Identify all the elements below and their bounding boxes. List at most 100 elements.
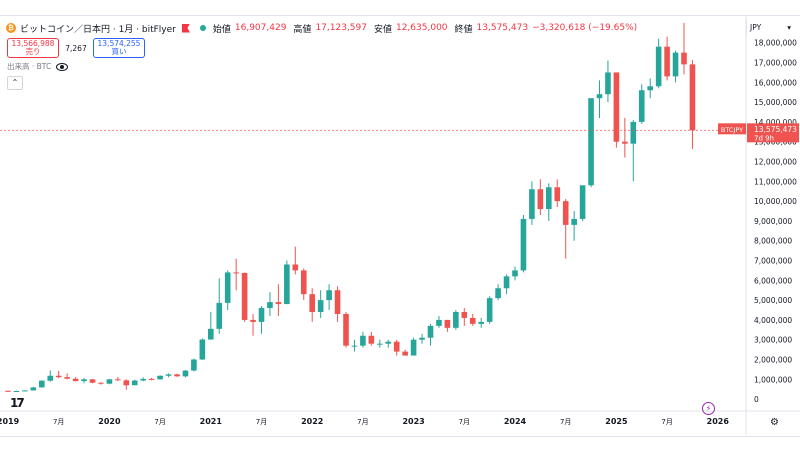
candle — [5, 390, 11, 392]
candle-body — [224, 272, 231, 303]
chart-frame — [0, 15, 800, 437]
candle — [385, 339, 392, 348]
time-axis[interactable]: 2019 7月 2020 7月 2021 7月 2022 7月 2023 7月 2024 7月 2025… — [0, 410, 800, 426]
x-tick-label: 2019 — [0, 417, 20, 426]
candle — [571, 211, 577, 241]
candle — [495, 284, 501, 301]
sell-button[interactable]: 13,566,988 売り — [7, 38, 59, 58]
candle — [427, 323, 434, 346]
candle-body — [469, 317, 476, 324]
candle-body — [427, 325, 434, 338]
candle-body — [444, 319, 451, 328]
candle-body — [284, 264, 290, 305]
candle-body — [123, 380, 130, 386]
y-tick-label: 1,000,000 — [754, 375, 792, 384]
candle — [165, 373, 172, 378]
candle — [562, 199, 569, 259]
candle-body — [55, 375, 62, 378]
lightning-icon[interactable]: ⚡ — [702, 402, 715, 415]
x-tick-label: 2025 — [605, 417, 628, 426]
candle — [486, 296, 493, 324]
high-value: 17,123,597 — [315, 23, 367, 33]
candle — [13, 390, 20, 393]
candle-body — [39, 380, 45, 388]
candle-body — [47, 375, 54, 381]
candle — [410, 337, 417, 356]
eye-icon[interactable] — [56, 62, 69, 71]
candle — [224, 270, 231, 311]
open-value: 16,907,429 — [234, 23, 287, 33]
candle — [588, 98, 594, 188]
x-tick-label: 2020 — [98, 417, 121, 426]
candle — [258, 306, 265, 334]
candle — [681, 22, 687, 75]
spread-value: 7,267 — [65, 43, 87, 53]
candle-body — [681, 52, 687, 65]
candle-body — [672, 52, 679, 77]
candle-body — [647, 86, 653, 91]
candle — [334, 286, 341, 322]
candle — [613, 72, 620, 148]
candle — [174, 373, 180, 377]
candlestick-chart[interactable]: 0 1,000,000 2,000,000 3,000,000 4,000,000 5,0… — [0, 15, 800, 435]
x-tick-label: 2022 — [301, 417, 323, 426]
candle-body — [546, 187, 552, 210]
tradingview-logo[interactable]: 17 — [10, 396, 25, 410]
candle-body — [326, 290, 332, 301]
candle — [98, 382, 104, 385]
candle-body — [495, 288, 501, 299]
candle-body — [377, 343, 383, 345]
candle — [275, 284, 282, 316]
candle-body — [529, 189, 535, 219]
legend-header: ₿ ビットコイン／日本円 · 1月 · bitFlyer 始値 16,907,4… — [6, 21, 637, 35]
buy-button[interactable]: 13,574,255 買い — [93, 38, 145, 58]
x-tick-label: 2023 — [402, 417, 424, 426]
candle — [22, 390, 28, 392]
candle-body — [165, 374, 172, 376]
candle — [672, 50, 679, 83]
y-tick-label: 7,000,000 — [754, 257, 792, 266]
candle — [326, 284, 332, 311]
y-tick-label: 17,000,000 — [754, 59, 797, 68]
candle — [368, 331, 375, 346]
y-tick-label: 2,000,000 — [754, 356, 792, 365]
y-tick-label: 9,000,000 — [754, 217, 792, 226]
price-axis[interactable]: 0 1,000,000 2,000,000 3,000,000 4,000,000 5,0… — [745, 15, 797, 435]
volume-indicator[interactable]: 出来高 · BTC — [7, 61, 69, 72]
candle — [191, 358, 197, 372]
y-tick-label: 8,000,000 — [754, 237, 792, 246]
candle-body — [360, 335, 366, 346]
y-tick-label: 18,000,000 — [754, 39, 797, 48]
candle-body — [419, 337, 425, 340]
sell-label: 売り — [25, 47, 41, 56]
candle-body — [334, 290, 341, 314]
close-label: 終値 — [454, 24, 473, 35]
candle-body — [453, 312, 459, 328]
collapse-legend-button[interactable]: ⌃ — [7, 76, 23, 90]
symbol-tag-label: BTCJPY — [721, 126, 743, 134]
candle — [402, 349, 408, 356]
currency-selector[interactable]: JPY ▾ — [746, 20, 794, 34]
candle-body — [368, 335, 375, 344]
candle-body — [571, 218, 577, 225]
candle-body — [131, 380, 138, 386]
candle — [689, 60, 696, 149]
x-tick-label: 7月 — [459, 418, 470, 426]
close-value: 13,575,473 — [476, 23, 529, 33]
flag-icon[interactable] — [181, 23, 190, 33]
candle — [596, 80, 603, 118]
candle-body — [182, 370, 189, 377]
settings-gear-icon[interactable]: ⚙ — [770, 417, 779, 428]
candle-body — [309, 294, 315, 312]
candle-body — [98, 382, 104, 384]
x-tick-label: 7月 — [560, 418, 571, 426]
candle-body — [241, 272, 248, 320]
candle — [655, 38, 662, 89]
y-tick-label: 6,000,000 — [754, 276, 792, 285]
candle-body — [292, 264, 299, 271]
candle-body — [106, 379, 113, 384]
candle-body — [588, 98, 594, 186]
candle — [503, 274, 510, 295]
candle-body — [402, 351, 408, 356]
symbol-title[interactable]: ビットコイン／日本円 · 1月 · bitFlyer — [20, 24, 176, 35]
